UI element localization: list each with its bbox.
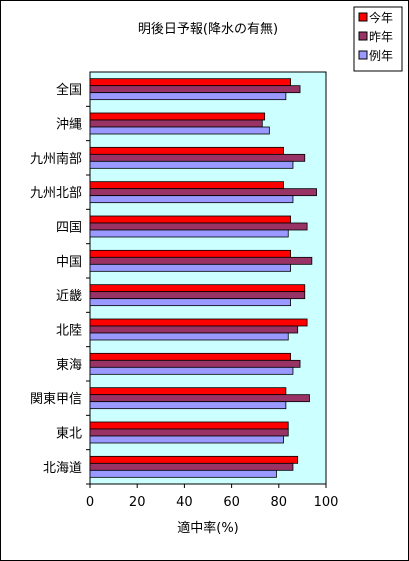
y-tick-label: 東北 xyxy=(56,426,82,442)
x-tick-label: 20 xyxy=(129,495,146,510)
bar-例年-北海道 xyxy=(89,469,277,478)
bar-例年-九州北部 xyxy=(89,195,294,204)
bar-例年-九州南部 xyxy=(89,160,294,169)
bar-今年-全国 xyxy=(89,78,292,87)
bar-昨年-関東甲信 xyxy=(89,394,310,403)
bar-今年-近畿 xyxy=(89,284,306,293)
bar-例年-全国 xyxy=(89,92,287,101)
bar-今年-北陸 xyxy=(89,318,308,327)
y-tick-label: 近畿 xyxy=(56,289,82,304)
bar-今年-北海道 xyxy=(89,455,299,464)
bar-例年-東海 xyxy=(89,366,294,375)
bars-group xyxy=(89,78,317,478)
x-tick-label: 60 xyxy=(223,495,240,510)
bar-今年-九州北部 xyxy=(89,181,284,190)
bar-例年-中国 xyxy=(89,263,292,272)
x-tick-label: 40 xyxy=(176,495,193,510)
y-tick-label: 九州南部 xyxy=(30,151,82,167)
bar-昨年-近畿 xyxy=(89,291,306,300)
y-tick-label: 関東甲信 xyxy=(30,391,82,407)
y-tick-label: 九州北部 xyxy=(30,186,82,201)
legend-swatch xyxy=(358,12,368,22)
bar-昨年-四国 xyxy=(89,222,308,231)
legend-swatch xyxy=(358,31,368,41)
y-tick-label: 東海 xyxy=(56,357,82,373)
bar-今年-九州南部 xyxy=(89,146,284,155)
bar-今年-東北 xyxy=(89,421,289,430)
bar-今年-東海 xyxy=(89,352,292,361)
y-tick-label: 北陸 xyxy=(56,323,82,339)
x-tick-label: 80 xyxy=(271,495,288,510)
bar-例年-関東甲信 xyxy=(89,401,287,410)
bar-昨年-九州北部 xyxy=(89,188,317,197)
y-tick-label: 全国 xyxy=(56,82,82,98)
y-tick-label: 四国 xyxy=(56,221,82,236)
x-axis: 0 20 40 60 80 100 xyxy=(86,484,339,510)
bar-例年-東北 xyxy=(89,435,284,444)
bar-昨年-北海道 xyxy=(89,462,294,471)
plot-area xyxy=(89,71,327,485)
y-tick-label: 沖縄 xyxy=(56,118,82,133)
bar-昨年-東海 xyxy=(89,359,301,368)
bar-今年-中国 xyxy=(89,249,292,258)
legend-label: 今年 xyxy=(369,10,393,25)
bar-例年-近畿 xyxy=(89,298,292,307)
bar-今年-関東甲信 xyxy=(89,387,287,396)
legend-label: 昨年 xyxy=(369,30,393,44)
y-tick-label: 北海道 xyxy=(43,461,82,476)
x-tick-label: 100 xyxy=(314,495,339,510)
bar-今年-四国 xyxy=(89,215,292,224)
bar-昨年-北陸 xyxy=(89,325,299,334)
bar-例年-沖縄 xyxy=(89,126,270,135)
bar-昨年-九州南部 xyxy=(89,153,306,162)
legend-swatch xyxy=(358,50,368,60)
legend-label: 例年 xyxy=(369,49,393,63)
bar-昨年-全国 xyxy=(89,85,301,94)
bar-昨年-東北 xyxy=(89,428,289,437)
bar-昨年-中国 xyxy=(89,256,313,265)
bar-例年-北陸 xyxy=(89,332,289,341)
x-axis-title: 適中率(%) xyxy=(177,520,239,536)
bar-例年-四国 xyxy=(89,229,289,238)
x-tick-label: 0 xyxy=(86,495,94,510)
bar-昨年-沖縄 xyxy=(89,119,263,128)
bar-今年-沖縄 xyxy=(89,112,266,121)
y-tick-label: 中国 xyxy=(56,255,82,270)
chart-title: 明後日予報(降水の有無) xyxy=(138,22,278,37)
